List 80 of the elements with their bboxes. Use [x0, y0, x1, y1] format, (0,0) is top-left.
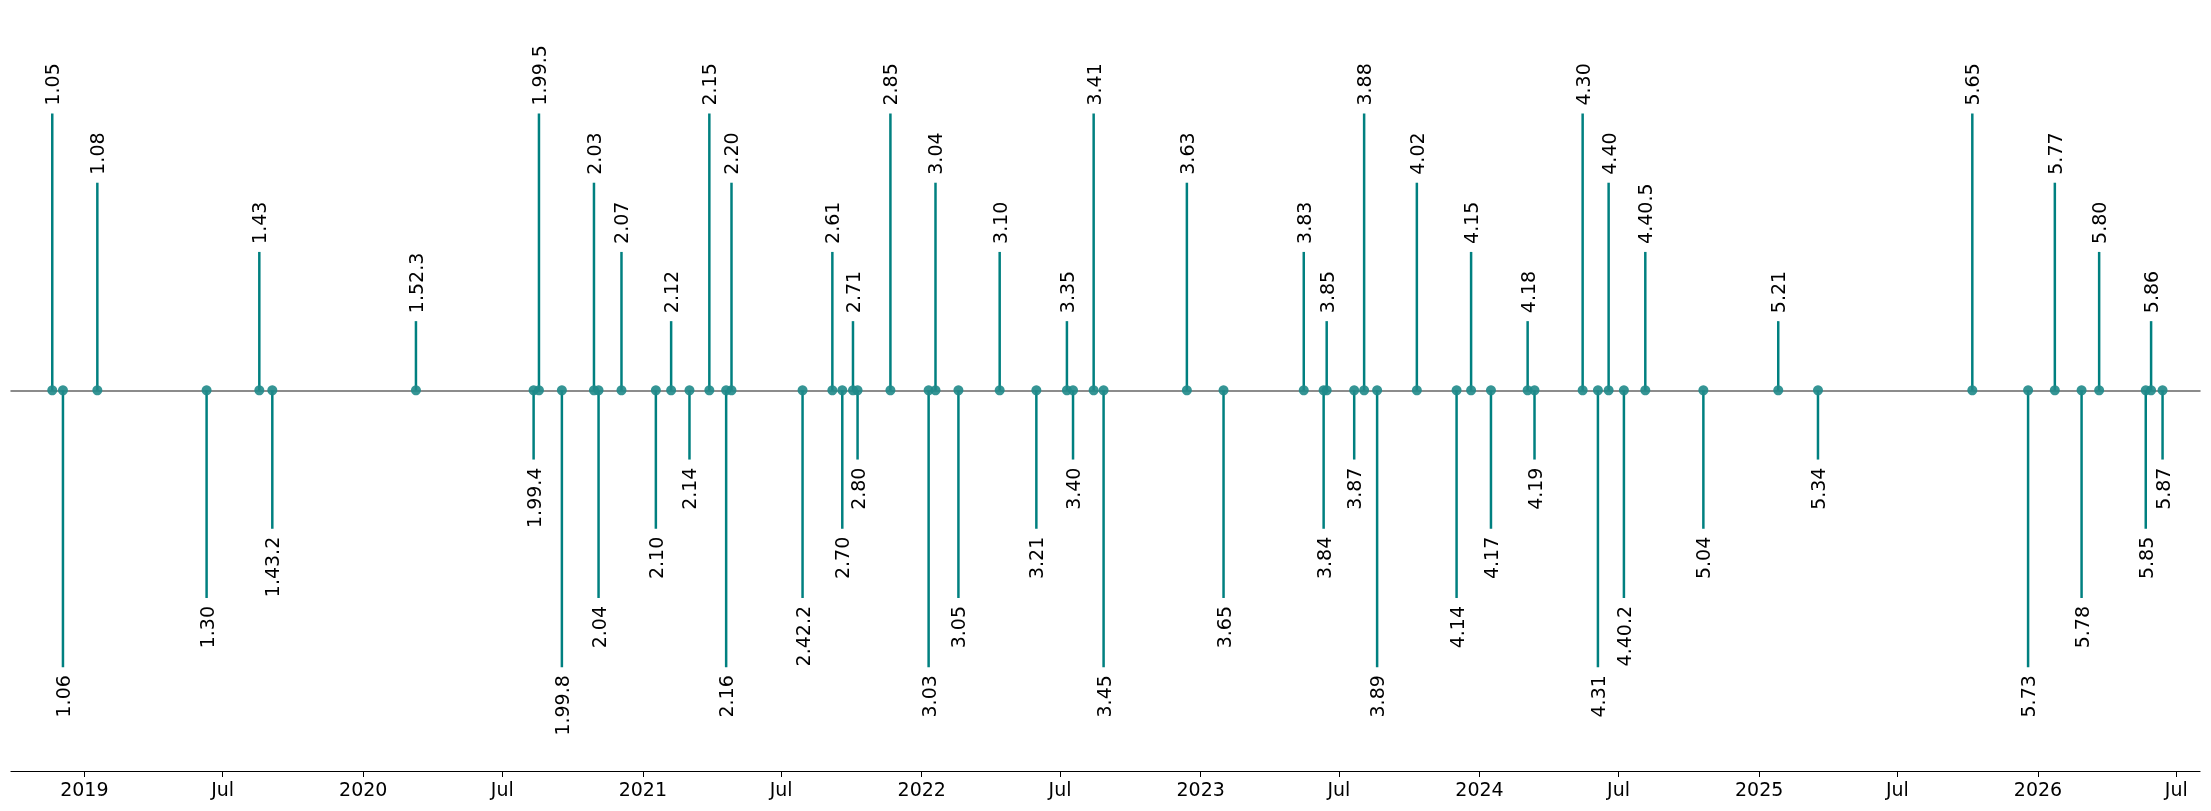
annotation: 5.34 [1806, 467, 1829, 510]
annotation: 3.84 [1312, 536, 1335, 580]
annotation: 4.17 [1479, 536, 1502, 580]
annotation: 1.52.3 [404, 252, 427, 314]
annotation: 3.85 [1315, 270, 1338, 314]
annotation: 4.31 [1586, 675, 1609, 718]
annotation: 5.87 [2151, 467, 2174, 510]
annotation: 2.42.2 [791, 605, 814, 667]
annotation: 3.65 [1212, 605, 1235, 649]
annotation: 5.80 [2088, 201, 2111, 244]
x-tick-label: Jul [2163, 777, 2188, 800]
annotation: 4.02 [1405, 132, 1428, 175]
annotation: 5.65 [1961, 63, 1984, 106]
annotation: 3.05 [947, 605, 970, 649]
annotation: 4.30 [1571, 63, 1594, 106]
annotation: 2.14 [678, 467, 701, 510]
x-tick-label: 2021 [618, 777, 668, 800]
annotation: 5.04 [1692, 536, 1715, 580]
x-tick-label: 2020 [339, 777, 388, 800]
annotation: 3.40 [1062, 467, 1085, 510]
x-tick-label: 2023 [1176, 777, 1225, 800]
annotation: 2.15 [698, 63, 721, 106]
annotation: 4.18 [1516, 270, 1539, 314]
annotation: 1.99.4 [522, 467, 545, 528]
annotation: 3.04 [924, 132, 947, 175]
annotation: 1.30 [195, 605, 218, 649]
annotation: 3.21 [1025, 536, 1048, 580]
annotation: 5.21 [1767, 270, 1790, 314]
annotation: 3.10 [988, 201, 1011, 244]
annotation: 5.85 [2134, 536, 2157, 580]
annotation: 2.85 [879, 63, 902, 106]
annotation: 1.43 [248, 201, 271, 244]
annotation: 3.87 [1343, 467, 1366, 510]
annotation: 4.40 [1597, 132, 1620, 175]
x-tick-label: 2019 [60, 777, 109, 800]
annotation: 3.88 [1353, 63, 1376, 106]
annotation: 4.19 [1523, 467, 1546, 510]
x-tick-label: 2022 [897, 777, 946, 800]
x-tick-label: 2026 [2013, 777, 2063, 800]
x-tick-label: Jul [1606, 777, 1631, 800]
annotation: 2.04 [587, 605, 610, 649]
annotation: 1.43.2 [261, 536, 284, 598]
x-tick-label: Jul [1884, 777, 1909, 800]
annotation: 4.40.5 [1634, 183, 1657, 244]
annotation: 2.61 [821, 201, 844, 244]
annotation: 2.16 [715, 675, 738, 718]
annotation: 1.06 [51, 675, 74, 718]
annotation: 1.08 [86, 132, 109, 175]
x-tick-label: 2025 [1734, 777, 1784, 800]
annotation: 2.07 [610, 201, 633, 244]
annotation: 3.45 [1092, 675, 1115, 718]
annotation: 3.03 [917, 675, 940, 718]
x-tick-label: Jul [1326, 777, 1351, 800]
annotation: 3.63 [1175, 132, 1198, 175]
annotation: 5.77 [2043, 132, 2066, 175]
annotation: 2.71 [841, 270, 864, 314]
annotation: 3.89 [1366, 675, 1389, 718]
annotation: 2.10 [644, 536, 667, 580]
annotation: 2.12 [660, 270, 683, 314]
annotation: 3.35 [1055, 270, 1078, 314]
x-tick-label: Jul [1047, 777, 1072, 800]
annotation: 5.86 [2140, 270, 2163, 314]
annotation: 2.80 [846, 467, 869, 510]
annotation: 5.78 [2070, 605, 2093, 649]
x-tick-label: Jul [768, 777, 793, 800]
annotation: 2.20 [720, 132, 743, 175]
annotation: 2.03 [582, 132, 605, 175]
x-tick-label: Jul [210, 777, 235, 800]
annotation: 3.41 [1082, 63, 1105, 106]
annotation: 2.70 [831, 536, 854, 580]
annotation: 1.99.5 [527, 45, 550, 106]
annotation: 4.14 [1445, 605, 1468, 649]
annotation: 4.40.2 [1612, 605, 1635, 667]
annotation: 1.05 [41, 63, 64, 106]
x-tick-label: Jul [489, 777, 514, 800]
annotation: 1.99.8 [550, 675, 573, 736]
annotation: 3.83 [1292, 201, 1315, 244]
annotation: 4.15 [1460, 201, 1483, 244]
x-tick-label: 2024 [1455, 777, 1504, 800]
annotation: 5.73 [2017, 675, 2040, 718]
